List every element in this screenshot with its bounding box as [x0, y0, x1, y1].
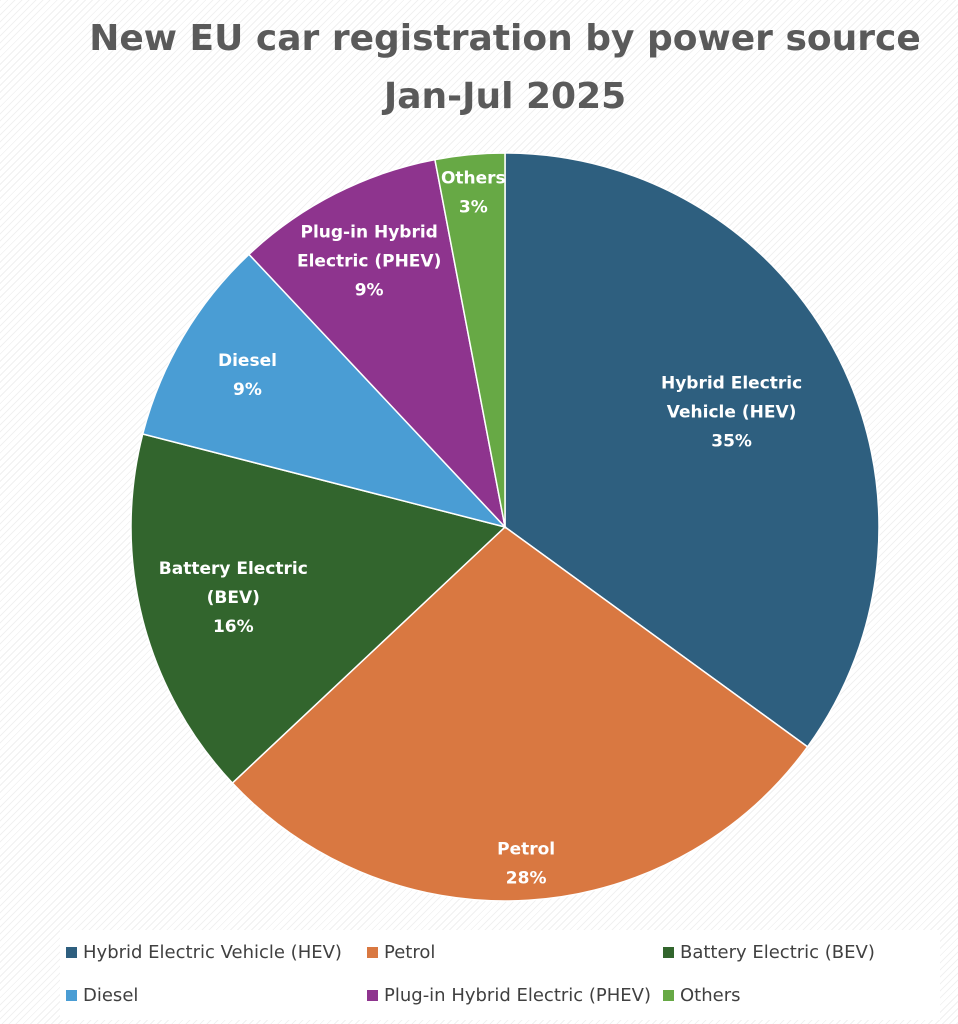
slice-value-diesel: 9%	[233, 380, 262, 400]
slice-label-hev: Hybrid Electric Vehicle (HEV) 35%	[661, 374, 802, 452]
pie-slice-bev	[130, 433, 507, 785]
slice-label-phev: Plug-in Hybrid Electric (PHEV) 9%	[297, 222, 441, 300]
legend-swatch-others	[663, 989, 674, 1001]
slice-name-phev: Plug-in Hybrid	[301, 222, 438, 242]
legend-item-diesel: Diesel	[66, 983, 138, 1007]
slice-name-bev: Battery Electric	[159, 559, 308, 579]
slice-name-hev: Vehicle (HEV)	[667, 403, 797, 423]
legend-item-bev: Battery Electric (BEV)	[663, 940, 875, 964]
legend-swatch-bev	[663, 946, 674, 958]
chart-legend: Hybrid Electric Vehicle (HEV) Petrol Bat…	[60, 930, 940, 1020]
slice-value-bev: 16%	[213, 617, 254, 637]
pie-slice-diesel	[141, 253, 508, 529]
pie-slice-others	[434, 152, 506, 528]
slice-value-hev: 35%	[711, 432, 752, 452]
slice-name-diesel: Diesel	[218, 351, 277, 371]
legend-label-others: Others	[680, 984, 741, 1006]
slice-label-others: Others 3%	[441, 168, 506, 217]
legend-swatch-diesel	[66, 989, 77, 1001]
slice-label-petrol: Petrol 28%	[497, 839, 555, 888]
legend-item-hev: Hybrid Electric Vehicle (HEV)	[66, 940, 342, 964]
legend-swatch-petrol	[367, 946, 378, 958]
legend-label-bev: Battery Electric (BEV)	[680, 941, 875, 963]
slice-name-phev: Electric (PHEV)	[297, 251, 441, 271]
pie-slice-petrol	[231, 526, 809, 902]
slice-name-petrol: Petrol	[497, 839, 555, 859]
chart-title: New EU car registration by power source …	[0, 10, 958, 126]
slice-label-bev: Battery Electric (BEV) 16%	[159, 559, 308, 637]
legend-label-petrol: Petrol	[384, 941, 436, 963]
pie-slice-phev	[247, 158, 507, 530]
slice-name-hev: Hybrid Electric	[661, 374, 802, 394]
slice-label-diesel: Diesel 9%	[218, 351, 277, 400]
legend-item-phev: Plug-in Hybrid Electric (PHEV)	[367, 983, 651, 1007]
slice-value-phev: 9%	[355, 280, 384, 300]
slice-value-petrol: 28%	[506, 868, 547, 888]
slice-name-others: Others	[441, 168, 506, 188]
legend-label-phev: Plug-in Hybrid Electric (PHEV)	[384, 984, 652, 1006]
legend-item-petrol: Petrol	[367, 940, 435, 964]
slice-name-bev: (BEV)	[207, 588, 260, 608]
legend-swatch-hev	[66, 946, 77, 958]
slice-value-others: 3%	[459, 197, 488, 217]
legend-item-others: Others	[663, 983, 741, 1007]
legend-swatch-phev	[367, 989, 378, 1001]
legend-label-hev: Hybrid Electric Vehicle (HEV)	[83, 941, 342, 963]
chart-title-line-1: New EU car registration by power source	[89, 18, 921, 59]
pie-slice-hev	[504, 152, 880, 748]
legend-label-diesel: Diesel	[83, 984, 139, 1006]
chart-title-line-2: Jan-Jul 2025	[383, 76, 627, 117]
